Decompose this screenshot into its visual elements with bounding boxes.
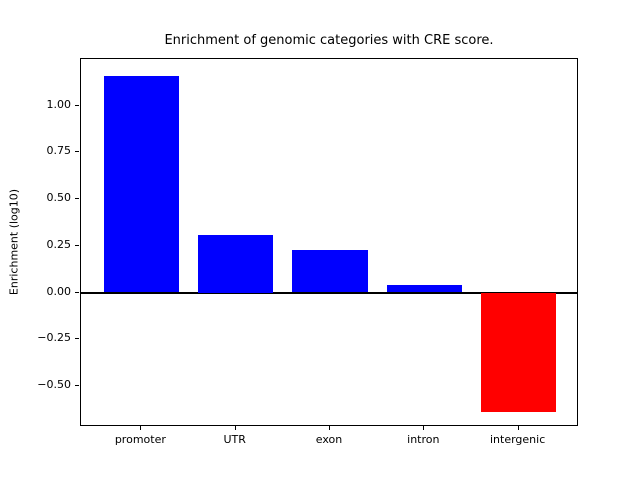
x-tick-mark (517, 426, 519, 430)
y-tick-mark (75, 338, 79, 340)
bar-promoter (103, 75, 180, 293)
x-tick-label-UTR: UTR (223, 433, 246, 446)
bar-UTR (197, 234, 274, 293)
x-tick-label-intergenic: intergenic (489, 433, 546, 446)
y-tick-mark (75, 198, 79, 200)
x-tick-label-intron: intron (407, 433, 440, 446)
y-axis-label: Enrichment (log10) (7, 188, 21, 296)
y-tick-label: 0.25 (46, 237, 72, 251)
y-tick-label: 1.00 (46, 97, 72, 111)
y-tick-label: −0.25 (37, 331, 71, 345)
y-tick-mark (75, 291, 79, 293)
y-tick-label: 0.50 (46, 191, 72, 205)
y-tick-label: 0.75 (46, 144, 72, 158)
y-tick-label: 0.00 (46, 284, 72, 298)
bar-intergenic (480, 292, 557, 413)
zero-line (81, 291, 577, 294)
x-tick-mark (423, 426, 425, 430)
bar-exon (292, 249, 368, 293)
x-tick-mark (140, 426, 142, 430)
y-tick-label: −0.50 (37, 377, 71, 391)
y-tick-mark (75, 104, 79, 106)
x-tick-label-exon: exon (315, 433, 343, 446)
chart-title: Enrichment of genomic categories with CR… (164, 33, 494, 48)
plot-area (80, 58, 578, 426)
x-tick-mark (234, 426, 236, 430)
y-tick-mark (75, 244, 79, 246)
x-tick-mark (329, 426, 330, 430)
x-tick-label-promoter: promoter (114, 433, 166, 446)
y-tick-mark (75, 151, 79, 153)
y-tick-mark (75, 384, 79, 386)
bar-intron (386, 285, 463, 293)
